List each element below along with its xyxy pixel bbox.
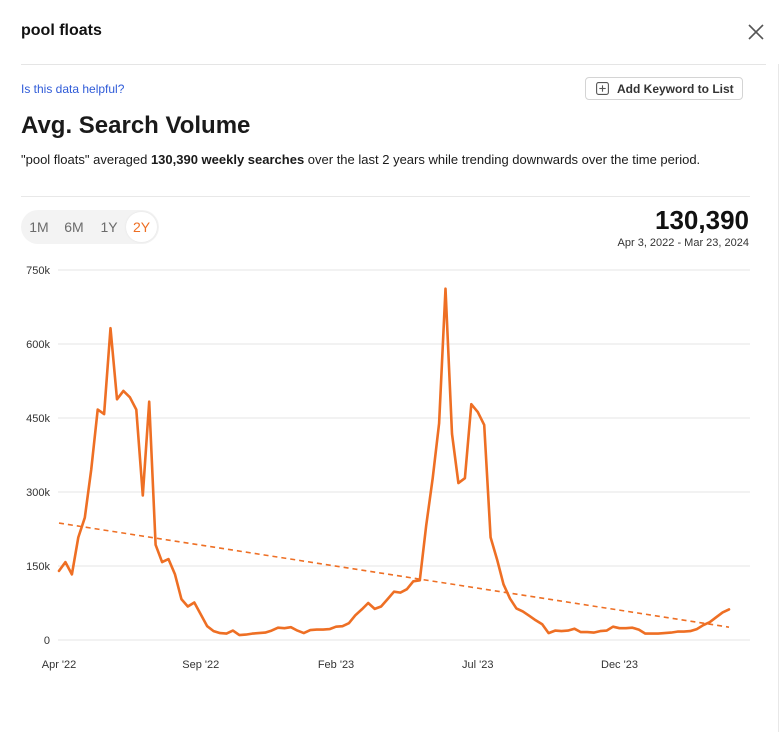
- search-volume-chart: 0 150k 300k 450k 600k 750k Apr '22 Sep '22 Feb …: [26, 265, 750, 671]
- y-tick-label: 750k: [26, 265, 50, 277]
- close-icon: [748, 24, 764, 40]
- y-tick-label: 0: [44, 635, 50, 647]
- plus-square-icon: [596, 82, 609, 95]
- x-tick-label: Sep '22: [182, 659, 219, 671]
- trend-line: [58, 522, 730, 628]
- add-keyword-to-list-button[interactable]: Add Keyword to List: [585, 77, 743, 100]
- x-tick-label: Jul '23: [462, 659, 493, 671]
- date-range-label: Apr 3, 2022 - Mar 23, 2024: [617, 237, 749, 249]
- tab-2y[interactable]: 2Y: [126, 212, 157, 242]
- keyword-title: pool floats: [21, 22, 102, 39]
- tab-1m[interactable]: 1M: [29, 219, 49, 235]
- add-keyword-label: Add Keyword to List: [617, 82, 734, 96]
- close-button[interactable]: [744, 20, 768, 44]
- section-divider: [21, 196, 750, 197]
- tab-1y[interactable]: 1Y: [100, 219, 118, 235]
- summary-value: 130,390 weekly searches: [150, 152, 305, 167]
- header-divider: [21, 64, 766, 65]
- x-tick-label: Feb '23: [318, 659, 354, 671]
- summary-prefix: "pool floats" averaged: [21, 152, 151, 167]
- y-tick-label: 300k: [26, 487, 50, 499]
- tab-6m[interactable]: 6M: [64, 219, 84, 235]
- y-tick-label: 600k: [26, 339, 50, 351]
- y-tick-label: 450k: [26, 413, 50, 425]
- data-helpful-link[interactable]: Is this data helpful?: [21, 82, 125, 96]
- time-range-tabs: 1M 6M 1Y 2Y: [21, 210, 159, 244]
- summary-suffix: over the last 2 years while trending dow…: [304, 152, 701, 167]
- average-volume-value: 130,390: [655, 205, 749, 235]
- dialog-header: pool floats: [0, 0, 779, 64]
- summary-text: "pool floats" averaged 130,390 weekly se…: [21, 151, 741, 168]
- y-tick-label: 150k: [26, 561, 50, 573]
- x-tick-label: Apr '22: [42, 659, 77, 671]
- search-volume-line: [57, 287, 731, 637]
- section-title: Avg. Search Volume: [21, 112, 251, 139]
- x-tick-label: Dec '23: [601, 659, 638, 671]
